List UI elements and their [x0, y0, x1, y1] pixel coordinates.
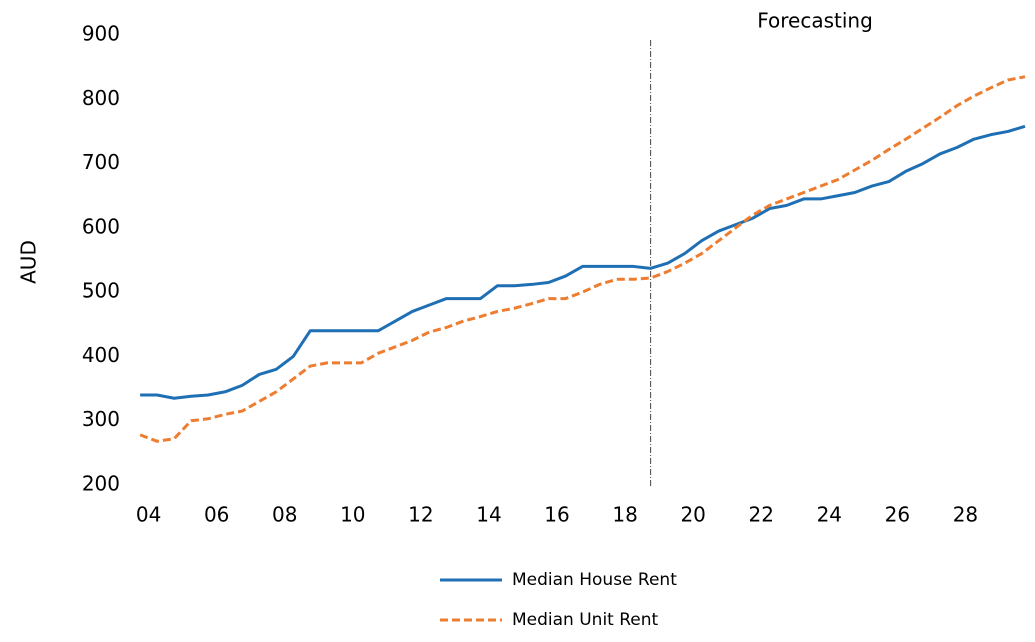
annotation: Forecasting: [757, 9, 873, 33]
x-tick-label: 10: [340, 503, 365, 527]
series-line: [140, 124, 1026, 400]
x-tick-label: 12: [408, 503, 433, 527]
x-tick-label: 22: [749, 503, 774, 527]
y-tick-label: 400: [82, 343, 120, 367]
y-tick-label: 200: [82, 472, 120, 496]
x-tick-label: 20: [680, 503, 705, 527]
y-tick-label: 900: [82, 22, 120, 46]
y-tick-label: 600: [82, 214, 120, 238]
y-tick-label: 700: [82, 150, 120, 174]
y-tick-label: 300: [82, 407, 120, 431]
x-tick-label: 26: [885, 503, 910, 527]
x-tick-label: 16: [544, 503, 569, 527]
y-tick-label: 800: [82, 86, 120, 110]
x-tick-label: 04: [136, 503, 161, 527]
x-tick-label: 24: [817, 503, 842, 527]
legend-label: Median Unit Rent: [512, 610, 659, 630]
series-line: [139, 75, 1026, 443]
x-tick-label: 14: [476, 503, 501, 527]
x-tick-label: 06: [204, 503, 229, 527]
x-tick-label: 08: [272, 503, 297, 527]
legend-label: Median House Rent: [512, 570, 677, 590]
y-tick-label: 500: [82, 279, 120, 303]
x-tick-label: 18: [612, 503, 637, 527]
x-tick-label: 28: [953, 503, 978, 527]
y-axis-label: AUD: [17, 240, 41, 284]
